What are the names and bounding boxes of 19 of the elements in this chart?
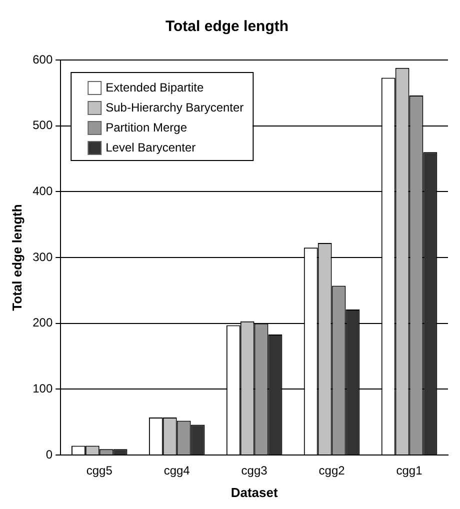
x-tick-label: cgg1 bbox=[396, 464, 423, 478]
x-tick-label: cgg3 bbox=[241, 464, 268, 478]
x-tick-label: cgg4 bbox=[164, 464, 190, 478]
y-tick-label: 600 bbox=[32, 52, 53, 66]
legend-label: Partition Merge bbox=[106, 120, 188, 134]
x-tick-label: cgg2 bbox=[318, 464, 346, 478]
y-tick-label: 100 bbox=[32, 381, 53, 396]
y-tick-label: 500 bbox=[32, 118, 53, 132]
chart-title: Total edge length bbox=[165, 18, 289, 36]
x-axis-title: Dataset bbox=[230, 484, 278, 500]
y-axis-title: Total edge length bbox=[9, 204, 24, 311]
legend-label: Level Barycenter bbox=[106, 140, 196, 154]
legend-label: Extended Bipartite bbox=[106, 80, 204, 94]
y-tick-label: 300 bbox=[32, 250, 53, 264]
y-tick-label: 200 bbox=[32, 316, 53, 330]
y-tick-label: 0 bbox=[46, 447, 53, 462]
legend-label: Sub-Hierarchy Barycenter bbox=[106, 100, 244, 114]
y-tick-label: 400 bbox=[32, 184, 53, 198]
x-tick-label: cgg5 bbox=[86, 464, 113, 478]
